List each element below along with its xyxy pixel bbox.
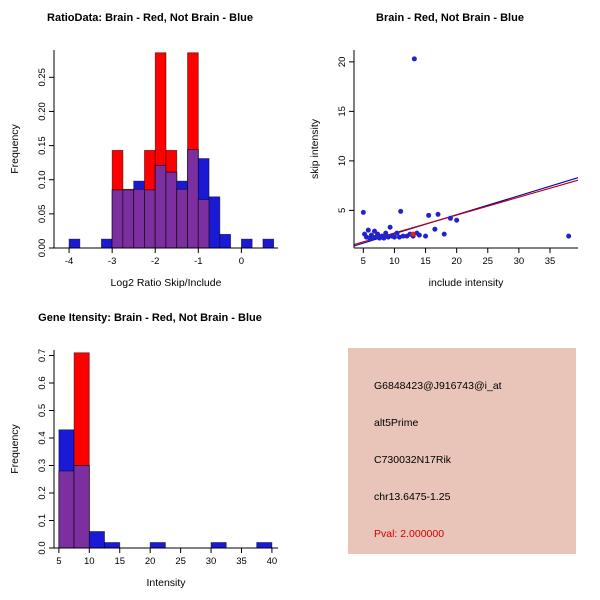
svg-text:-4: -4 (65, 256, 73, 267)
svg-text:20: 20 (451, 256, 462, 267)
svg-text:0: 0 (239, 256, 244, 267)
svg-text:15: 15 (337, 106, 348, 117)
svg-text:-1: -1 (194, 256, 202, 267)
svg-text:35: 35 (545, 256, 556, 267)
svg-text:5: 5 (337, 208, 348, 213)
svg-text:20: 20 (337, 57, 348, 68)
svg-text:25: 25 (482, 256, 493, 267)
svg-text:0.00: 0.00 (37, 239, 48, 258)
svg-text:0.15: 0.15 (37, 136, 48, 155)
panel-gene-intensity-histogram: Gene Itensity: Brain - Red, Not Brain - … (0, 300, 300, 600)
svg-text:5: 5 (361, 256, 366, 267)
svg-text:10: 10 (337, 156, 348, 167)
info-line-probe-id: G6848423@J916743@i_at (374, 380, 502, 392)
svg-text:0.2: 0.2 (37, 486, 48, 499)
svg-text:0.10: 0.10 (37, 170, 48, 189)
svg-text:-2: -2 (151, 256, 159, 267)
svg-text:20: 20 (145, 556, 156, 567)
svg-text:0.6: 0.6 (37, 376, 48, 389)
ratio-histogram-canvas: -4 -3 -2 -1 0 0.00 0.05 0.10 0.15 0.20 0.25 Log2 Ra… (9, 50, 278, 289)
svg-text:0.3: 0.3 (37, 459, 48, 472)
info-line-pval: Pval: 2.000000 (374, 528, 445, 540)
svg-text:25: 25 (175, 556, 186, 567)
panel-gene-info: G6848423@J916743@i_at alt5Prime C730032N… (300, 300, 600, 600)
svg-text:0.20: 0.20 (37, 102, 48, 121)
svg-text:Log2 Ratio Skip/Include: Log2 Ratio Skip/Include (111, 277, 222, 289)
svg-text:40: 40 (267, 556, 278, 567)
svg-text:Intensity: Intensity (146, 577, 186, 589)
info-line-locus: chr13.6475-1.25 (374, 491, 451, 503)
info-line-splice-type: alt5Prime (374, 417, 419, 429)
svg-text:10: 10 (84, 556, 95, 567)
svg-text:Frequency: Frequency (9, 123, 21, 173)
gene-info-box: G6848423@J916743@i_at alt5Prime C730032N… (348, 348, 576, 554)
svg-text:15: 15 (114, 556, 125, 567)
svg-text:0.0: 0.0 (37, 541, 48, 554)
gene-intensity-canvas: 5 10 15 20 25 30 35 40 0.0 0.1 0.2 0.3 0.4 0.5 0.6 0.7 I… (9, 349, 278, 589)
panel-intensity-scatter: Brain - Red, Not Brain - Blue 5 10 15 20 25 3… (300, 0, 600, 300)
svg-text:0.05: 0.05 (37, 205, 48, 224)
svg-text:-3: -3 (108, 256, 116, 267)
panel-ratio-histogram: RatioData: Brain - Red, Not Brain - Blue… (0, 0, 300, 300)
svg-text:10: 10 (389, 256, 400, 267)
info-line-gene-symbol: C730032N17Rik (374, 454, 452, 466)
intensity-scatter-canvas: 5 10 15 20 25 30 35 5 10 15 20 include intensity ski… (309, 50, 579, 289)
svg-text:0.7: 0.7 (37, 349, 48, 362)
ratio-histogram-title: RatioData: Brain - Red, Not Brain - Blue (47, 12, 253, 24)
svg-text:15: 15 (420, 256, 431, 267)
svg-text:30: 30 (514, 256, 525, 267)
svg-text:0.5: 0.5 (37, 404, 48, 417)
svg-text:0.25: 0.25 (37, 68, 48, 87)
svg-text:0.1: 0.1 (37, 514, 48, 527)
svg-text:5: 5 (56, 556, 61, 567)
svg-text:35: 35 (236, 556, 247, 567)
svg-text:skip intensity: skip intensity (309, 118, 321, 179)
svg-text:0.4: 0.4 (37, 431, 48, 444)
intensity-scatter-title: Brain - Red, Not Brain - Blue (376, 12, 524, 24)
svg-text:30: 30 (206, 556, 217, 567)
gene-intensity-title: Gene Itensity: Brain - Red, Not Brain - … (38, 312, 262, 324)
svg-text:include intensity: include intensity (429, 277, 504, 289)
svg-text:Frequency: Frequency (9, 423, 21, 473)
